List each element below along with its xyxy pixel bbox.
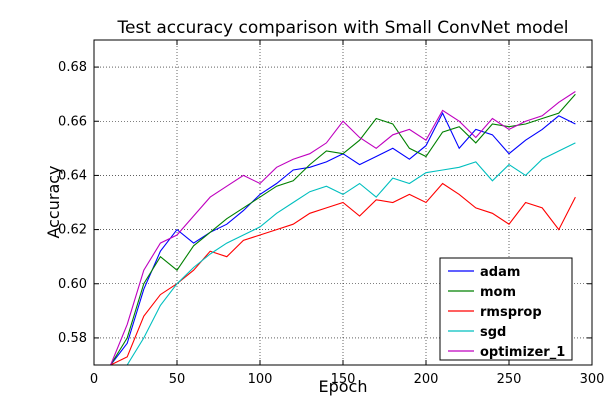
series-line-rmsprop [110,182,576,366]
legend-label-mom: mom [480,285,516,300]
legend: adam mom rmsprop sgd optimizer_1 [439,257,573,361]
x-tick-label: 150 [331,372,356,387]
y-tick-label: 0.68 [58,60,87,75]
x-tick-label: 250 [497,372,522,387]
y-tick-label: 0.60 [58,277,87,292]
x-tick-label: 0 [90,372,98,387]
y-tick-label: 0.62 [58,223,87,238]
x-axis-label: Epoch [319,377,368,396]
x-tick-label: 200 [414,372,439,387]
chart-title: Test accuracy comparison with Small Conv… [116,18,568,38]
series-line-mom [110,93,576,366]
y-tick-label: 0.58 [58,331,87,346]
legend-label-rmsprop: rmsprop [480,305,542,320]
ticks: 0 50 100 150 200 250 300 0.58 0.60 0.62 0.64 0.66 0.… [58,40,604,387]
plot-lines [110,91,576,366]
legend-label-adam: adam [480,265,520,280]
legend-box [439,257,573,361]
y-axis-label: Accuracy [44,165,63,238]
legend-label-sgd: sgd [480,325,506,340]
y-tick-label: 0.66 [58,114,87,129]
x-tick-label: 300 [580,372,605,387]
x-tick-label: 50 [169,372,186,387]
y-tick-label: 0.64 [58,168,87,183]
series-line-optimizer_1 [110,91,576,366]
series-line-sgd [110,142,576,366]
x-tick-label: 100 [248,372,273,387]
legend-label-optimizer_1: optimizer_1 [480,345,565,360]
